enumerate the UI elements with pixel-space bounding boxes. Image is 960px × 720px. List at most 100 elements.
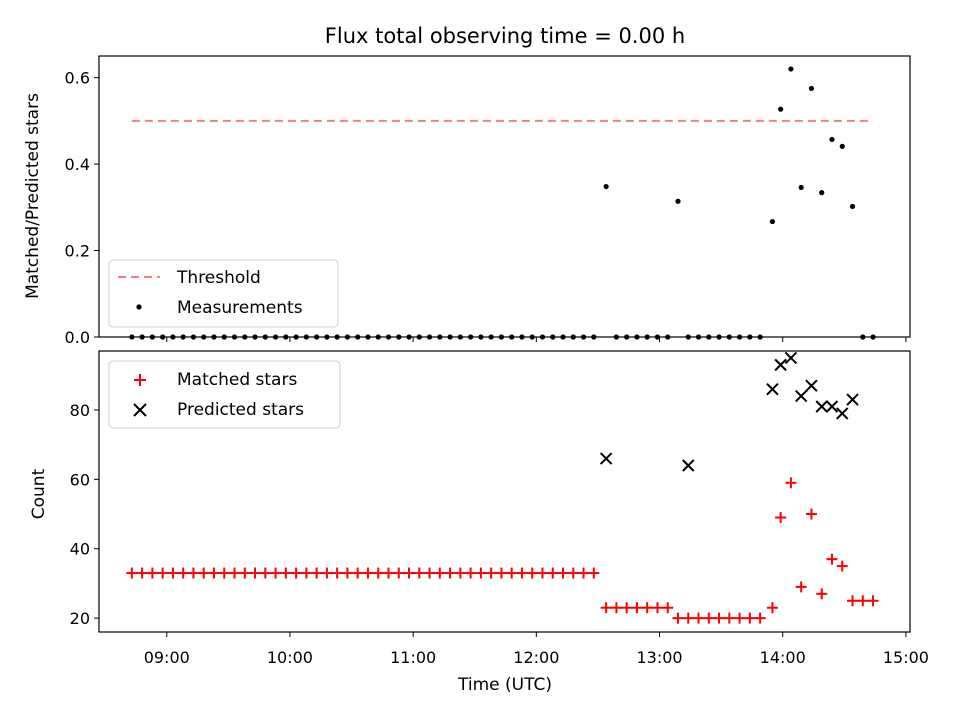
matched-star-point (321, 567, 333, 579)
matched-star-point (465, 567, 477, 579)
matched-star-point (682, 612, 694, 624)
legend-predicted-label: Predicted stars (177, 400, 304, 420)
measurement-point (769, 218, 776, 225)
bottom-x-ticks: 09:00 10:00 11:00 12:00 13:00 14:00 15:00 (144, 632, 929, 667)
matched-star-point (826, 553, 838, 565)
predicted-star-point (774, 358, 787, 372)
matched-star-point (805, 508, 817, 520)
bottom-axes-frame (98, 350, 911, 633)
bottom-legend: Matched stars Predicted stars (108, 360, 341, 429)
matched-star-point (816, 588, 828, 600)
matched-star-point (146, 567, 158, 579)
matched-star-point (641, 602, 653, 614)
predicted-star-point (805, 379, 818, 392)
measurement-point (839, 143, 845, 149)
matched-star-point (198, 567, 210, 579)
matched-star-point (734, 612, 746, 624)
measurement-point (808, 85, 815, 92)
legend-matched-swatch (134, 374, 146, 386)
matched-star-point (610, 602, 622, 614)
matched-star-point (631, 602, 643, 614)
matched-star-point (362, 567, 374, 579)
top-panel: 0.0 0.2 0.4 0.6 Matched/Predicted stars Thr… (23, 55, 911, 347)
matched-star-point (187, 567, 199, 579)
matched-star-point (723, 612, 735, 624)
matched-star-point (588, 567, 600, 579)
matched-star-point (651, 602, 663, 614)
measurement-point (778, 106, 784, 112)
matched-star-point (526, 567, 538, 579)
bottom-y-tick-label: 80 (70, 401, 90, 420)
measurement-point (603, 183, 609, 190)
measurement-point (675, 198, 681, 204)
predicted-star-point (836, 407, 849, 420)
matched-star-point (259, 567, 271, 579)
x-tick-label: 15:00 (883, 648, 929, 667)
matched-star-point (495, 567, 507, 579)
matched-star-point (444, 567, 456, 579)
matched-star-point (136, 567, 148, 579)
matched-star-point (672, 612, 684, 624)
matched-star-point (331, 567, 343, 579)
bottom-y-axis-label: Count (29, 468, 49, 519)
top-y-tick-label: 0.4 (65, 155, 90, 174)
matched-star-point (485, 567, 497, 579)
bottom-plot-marks (126, 351, 879, 624)
matched-star-point (744, 612, 756, 624)
top-y-axis-label: Matched/Predicted stars (23, 93, 43, 299)
top-y-tick-label: 0.6 (65, 69, 90, 88)
legend-measurements-swatch (136, 304, 142, 310)
x-tick-label: 14:00 (760, 648, 806, 667)
matched-star-point (177, 567, 189, 579)
matched-star-point (393, 567, 405, 579)
top-y-ticks: 0.0 0.2 0.4 0.6 (65, 69, 99, 347)
matched-star-point (167, 567, 179, 579)
figure-title: Flux total observing time = 0.00 h (325, 24, 685, 48)
bottom-y-tick-label: 20 (70, 609, 90, 628)
matched-star-point (847, 595, 859, 607)
matched-star-point (795, 581, 807, 593)
x-tick-label: 11:00 (390, 648, 436, 667)
matched-star-point (703, 612, 715, 624)
predicted-star-point (784, 351, 798, 365)
predicted-star-point (825, 400, 839, 413)
matched-star-point (713, 612, 725, 624)
matched-star-point (600, 602, 612, 614)
legend-predicted-swatch (133, 403, 147, 417)
matched-star-point (475, 567, 487, 579)
matched-star-point (506, 567, 518, 579)
matched-star-point (229, 567, 241, 579)
matched-star-point (567, 567, 579, 579)
measurement-point (829, 136, 835, 143)
measurement-point (849, 203, 856, 210)
x-tick-label: 12:00 (513, 648, 559, 667)
matched-star-point (311, 567, 323, 579)
matched-star-point (382, 567, 394, 579)
matched-star-point (693, 612, 705, 624)
matched-star-point (557, 567, 569, 579)
x-tick-label: 13:00 (636, 648, 682, 667)
matched-star-point (239, 567, 251, 579)
matched-star-point (300, 567, 312, 579)
x-axis-label: Time (UTC) (457, 675, 552, 695)
matched-star-point (403, 567, 415, 579)
matched-star-point (157, 567, 169, 579)
top-legend-box (108, 259, 339, 328)
measurement-point (798, 184, 804, 191)
matched-star-point (578, 567, 590, 579)
predicted-star-point (794, 389, 808, 403)
bottom-legend-box (108, 360, 341, 429)
matched-star-point (857, 595, 869, 607)
legend-matched-label: Matched stars (177, 370, 297, 390)
top-legend: Threshold Measurements (108, 259, 339, 328)
bottom-y-tick-label: 40 (70, 540, 90, 559)
matched-star-point (754, 612, 766, 624)
matched-star-point (867, 595, 879, 607)
matched-star-point (249, 567, 261, 579)
matched-star-point (218, 567, 230, 579)
matched-star-point (766, 602, 778, 614)
matched-star-point (290, 567, 302, 579)
matched-star-point (662, 602, 674, 614)
